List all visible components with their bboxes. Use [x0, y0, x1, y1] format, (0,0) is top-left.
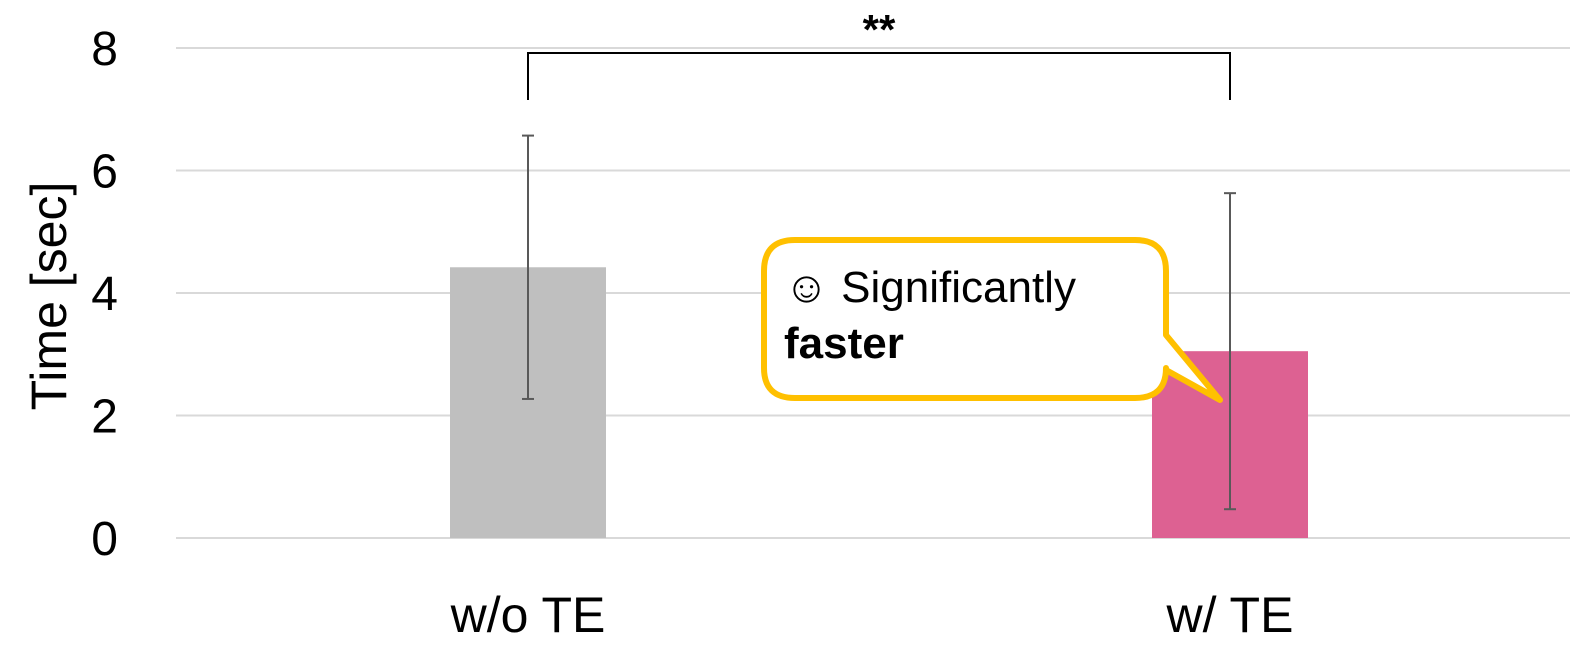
category-label: w/o TE	[450, 587, 606, 643]
callout-bubble	[761, 237, 1223, 403]
significance-bracket-line	[527, 52, 1231, 100]
category-label: w/ TE	[1166, 587, 1294, 643]
smiley-icon: ☺	[784, 263, 829, 312]
category-labels: w/o TE w/ TE	[450, 587, 1294, 643]
y-tick-label: 8	[91, 23, 118, 76]
y-tick-label: 2	[91, 391, 118, 444]
significance-bracket: **	[527, 6, 1231, 100]
y-tick-label: 0	[91, 513, 118, 566]
y-tick-label: 6	[91, 146, 118, 199]
y-tick-label: 4	[91, 268, 118, 321]
callout-text: Significantly	[841, 263, 1076, 312]
y-axis-label: Time [sec]	[21, 182, 77, 411]
error-bars	[522, 134, 1236, 511]
significance-label: **	[863, 6, 896, 53]
callout-annotation: ☺ Significantly faster	[762, 240, 1166, 398]
callout-bold-text: faster	[784, 319, 904, 368]
y-tick-labels: 0 2 4 6 8	[91, 23, 118, 566]
